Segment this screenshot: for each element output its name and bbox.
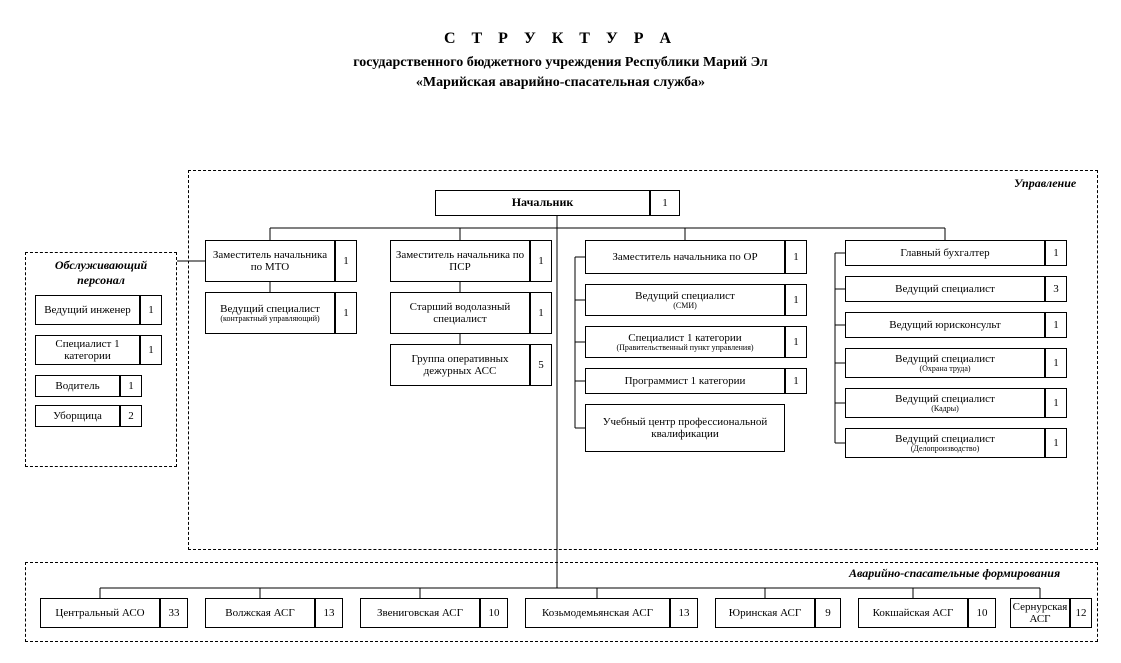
node-bot-3-count: 10 bbox=[480, 598, 508, 628]
node-nachalnik: Начальник bbox=[435, 190, 650, 216]
page-title-2: государственного бюджетного учреждения Р… bbox=[0, 55, 1121, 71]
node-c4-5-label: Ведущий специалист bbox=[895, 393, 995, 405]
node-c4-3-count: 1 bbox=[1045, 312, 1067, 338]
node-c3-1: Заместитель начальника по ОР bbox=[585, 240, 785, 274]
node-bot-2: Волжская АСГ bbox=[205, 598, 315, 628]
node-c1-2: Ведущий специалист (контрактный управляю… bbox=[205, 292, 335, 334]
group-obsluz-label: Обслуживающий персонал bbox=[38, 258, 164, 288]
node-c4-1-count: 1 bbox=[1045, 240, 1067, 266]
node-c3-2-label: Ведущий специалист bbox=[635, 290, 735, 302]
node-obsluz-3: Водитель bbox=[35, 375, 120, 397]
node-c3-2-sub: (СМИ) bbox=[673, 302, 697, 311]
node-bot-4-count: 13 bbox=[670, 598, 698, 628]
node-bot-3: Звениговская АСГ bbox=[360, 598, 480, 628]
group-avar-label: Аварийно-спасательные формирования bbox=[847, 566, 1062, 581]
node-c2-1-count: 1 bbox=[530, 240, 552, 282]
node-obsluz-1-count: 1 bbox=[140, 295, 162, 325]
node-c4-2-count: 3 bbox=[1045, 276, 1067, 302]
node-c3-2: Ведущий специалист (СМИ) bbox=[585, 284, 785, 316]
node-c2-3: Группа оперативных дежурных АСС bbox=[390, 344, 530, 386]
node-c3-3-sub: (Правительственный пункт управления) bbox=[616, 344, 753, 353]
node-c4-4-label: Ведущий специалист bbox=[895, 353, 995, 365]
node-obsluz-3-count: 1 bbox=[120, 375, 142, 397]
node-c4-4-sub: (Охрана труда) bbox=[919, 365, 970, 374]
node-c4-5-count: 1 bbox=[1045, 388, 1067, 418]
node-bot-4: Козьмодемьянская АСГ bbox=[525, 598, 670, 628]
node-c1-2-count: 1 bbox=[335, 292, 357, 334]
node-c4-2: Ведущий специалист bbox=[845, 276, 1045, 302]
node-c3-3-count: 1 bbox=[785, 326, 807, 358]
group-upravlenie-label: Управление bbox=[1012, 176, 1078, 191]
node-c1-1: Заместитель начальника по МТО bbox=[205, 240, 335, 282]
node-c4-6: Ведущий специалист (Делопроизводство) bbox=[845, 428, 1045, 458]
node-c2-2: Старший водолазный специалист bbox=[390, 292, 530, 334]
node-c4-6-sub: (Делопроизводство) bbox=[911, 445, 979, 454]
node-c2-3-count: 5 bbox=[530, 344, 552, 386]
node-nachalnik-count: 1 bbox=[650, 190, 680, 216]
node-c1-1-count: 1 bbox=[335, 240, 357, 282]
node-bot-5: Юринская АСГ bbox=[715, 598, 815, 628]
node-c3-3-label: Специалист 1 категории bbox=[628, 332, 741, 344]
node-c4-3: Ведущий юрисконсульт bbox=[845, 312, 1045, 338]
node-c3-4-count: 1 bbox=[785, 368, 807, 394]
node-bot-6-count: 10 bbox=[968, 598, 996, 628]
node-c4-4-count: 1 bbox=[1045, 348, 1067, 378]
node-c1-2-sub: (контрактный управляющий) bbox=[220, 315, 319, 324]
node-c4-5-sub: (Кадры) bbox=[931, 405, 959, 414]
node-bot-1-count: 33 bbox=[160, 598, 188, 628]
node-c2-1: Заместитель начальника по ПСР bbox=[390, 240, 530, 282]
node-c3-2-count: 1 bbox=[785, 284, 807, 316]
node-c4-6-label: Ведущий специалист bbox=[895, 433, 995, 445]
node-c4-6-count: 1 bbox=[1045, 428, 1067, 458]
node-c4-1: Главный бухгалтер bbox=[845, 240, 1045, 266]
node-bot-2-count: 13 bbox=[315, 598, 343, 628]
node-c3-3: Специалист 1 категории (Правительственны… bbox=[585, 326, 785, 358]
node-bot-7-count: 12 bbox=[1070, 598, 1092, 628]
node-obsluz-4-count: 2 bbox=[120, 405, 142, 427]
node-bot-7: Сернурская АСГ bbox=[1010, 598, 1070, 628]
node-obsluz-2-count: 1 bbox=[140, 335, 162, 365]
node-c2-2-count: 1 bbox=[530, 292, 552, 334]
node-bot-1: Центральный АСО bbox=[40, 598, 160, 628]
node-obsluz-1: Ведущий инженер bbox=[35, 295, 140, 325]
node-obsluz-4: Уборщица bbox=[35, 405, 120, 427]
node-c3-4: Программист 1 категории bbox=[585, 368, 785, 394]
node-c4-5: Ведущий специалист (Кадры) bbox=[845, 388, 1045, 418]
node-c4-4: Ведущий специалист (Охрана труда) bbox=[845, 348, 1045, 378]
node-bot-6: Кокшайская АСГ bbox=[858, 598, 968, 628]
page-title-1: С Т Р У К Т У Р А bbox=[0, 30, 1121, 48]
node-c3-5: Учебный центр профессиональной квалифика… bbox=[585, 404, 785, 452]
node-obsluz-2: Специалист 1 категории bbox=[35, 335, 140, 365]
node-c3-1-count: 1 bbox=[785, 240, 807, 274]
node-c1-2-label: Ведущий специалист bbox=[220, 303, 320, 315]
page-title-3: «Марийская аварийно-спасательная служба» bbox=[0, 75, 1121, 91]
node-bot-5-count: 9 bbox=[815, 598, 841, 628]
